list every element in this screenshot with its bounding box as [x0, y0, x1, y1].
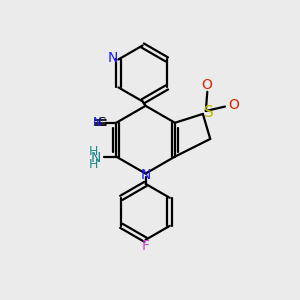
- Text: N: N: [107, 51, 118, 65]
- Text: H: H: [88, 158, 98, 171]
- Text: N: N: [93, 116, 102, 129]
- Text: F: F: [142, 239, 150, 253]
- Text: S: S: [205, 105, 214, 120]
- Text: H: H: [88, 145, 98, 158]
- Text: N: N: [140, 168, 151, 182]
- Text: O: O: [201, 78, 212, 92]
- Text: C: C: [98, 116, 106, 129]
- Text: N: N: [91, 151, 101, 165]
- Text: O: O: [228, 98, 238, 112]
